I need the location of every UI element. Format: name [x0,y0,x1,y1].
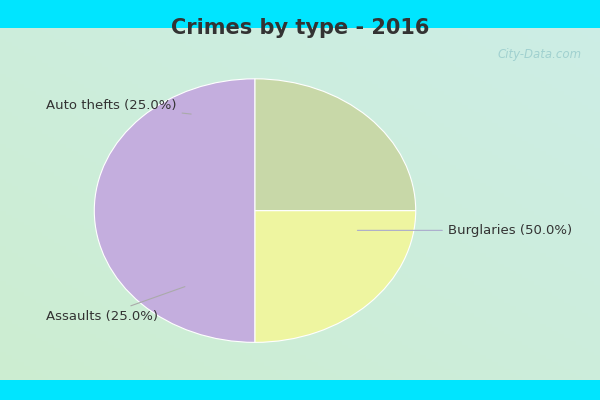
Wedge shape [255,210,416,342]
Text: City-Data.com: City-Data.com [498,48,582,61]
Text: Burglaries (50.0%): Burglaries (50.0%) [358,224,572,237]
Text: Auto thefts (25.0%): Auto thefts (25.0%) [46,99,191,114]
Text: Crimes by type - 2016: Crimes by type - 2016 [171,18,429,38]
Text: Assaults (25.0%): Assaults (25.0%) [46,287,185,322]
Wedge shape [255,79,416,210]
Wedge shape [94,79,255,342]
